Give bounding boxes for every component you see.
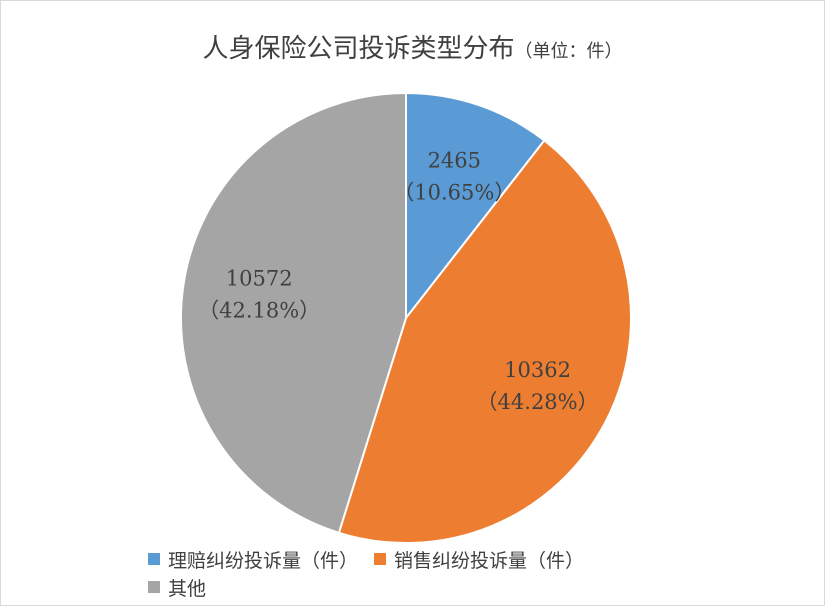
legend-row-2: 其他 (148, 573, 708, 601)
slice-percent-label-other: （42.18%） (198, 299, 320, 323)
legend: 理赔纠纷投诉量（件） 销售纠纷投诉量（件） 其他 (148, 545, 708, 601)
chart-title-main: 人身保险公司投诉类型分布 (202, 34, 515, 64)
legend-row-1: 理赔纠纷投诉量（件） 销售纠纷投诉量（件） (148, 545, 708, 573)
legend-swatch-claims (148, 553, 160, 565)
legend-swatch-sales (374, 553, 387, 565)
pie-slice-sales (337, 139, 632, 544)
legend-item-claims: 理赔纠纷投诉量（件） (148, 546, 358, 573)
slice-percent-label-sales: （44.28%） (477, 390, 599, 414)
legend-swatch-other (148, 581, 160, 593)
legend-label-other: 其他 (168, 577, 207, 600)
legend-item-sales: 销售纠纷投诉量（件） (374, 546, 584, 573)
chart-title-unit: （单位：件） (514, 41, 623, 62)
slice-value-label-other: 10572 (226, 267, 293, 291)
slice-value-label-claims: 2465 (428, 149, 481, 173)
pie-labels: 2465 （10.65%） 10362 （44.28%） 10572 （42.18%） (198, 149, 598, 414)
chart-title: 人身保险公司投诉类型分布（单位：件） (0, 28, 825, 65)
slice-percent-label-claims: （10.65%） (393, 181, 515, 205)
pie-slice-claims (405, 91, 546, 321)
legend-label-claims: 理赔纠纷投诉量（件） (168, 549, 359, 572)
slice-value-label-sales: 10362 (504, 358, 571, 382)
legend-label-sales: 销售纠纷投诉量（件） (394, 549, 585, 572)
pie-slice-other (180, 91, 407, 535)
pie-slices (180, 91, 632, 544)
legend-item-other: 其他 (148, 574, 206, 601)
